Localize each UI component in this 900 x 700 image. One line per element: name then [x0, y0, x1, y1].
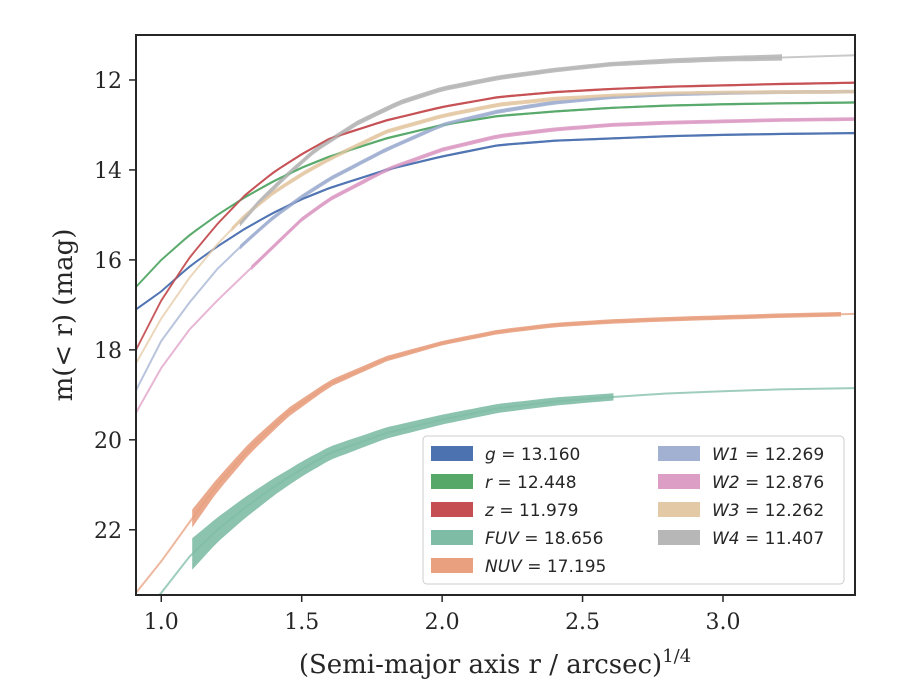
legend-label: NUV = 17.195 [485, 557, 606, 577]
legend-label-variable: NUV [485, 557, 523, 577]
legend-label: W1 = 12.269 [712, 445, 824, 465]
x-tick-label: 2.5 [565, 610, 600, 635]
series-3-line [136, 81, 855, 351]
x-axis: 1.0 1.5 2.0 2.5 3.0 [144, 595, 740, 635]
series-lines [136, 54, 855, 595]
x-tick-label: 1.5 [284, 610, 319, 635]
legend-box [422, 435, 845, 585]
legend-swatch [431, 446, 473, 461]
y-tick-label: 14 [94, 159, 122, 184]
legend-swatch [431, 530, 473, 545]
x-tick-label: 3.0 [705, 610, 740, 635]
legend-swatch [658, 474, 700, 489]
y-tick-label: 18 [94, 339, 122, 364]
legend-label-value: = 12.269 [740, 445, 825, 465]
legend-label-value: = 17.195 [522, 557, 607, 577]
series-9-line [239, 54, 855, 225]
legend-swatch [431, 502, 473, 517]
series-8-line [136, 90, 855, 364]
y-tick-label: 12 [94, 69, 122, 94]
legend-label-variable: z [484, 501, 495, 521]
y-tick-label: 22 [94, 519, 122, 544]
legend-label-variable: FUV [485, 529, 520, 549]
legend-label-value: = 12.448 [492, 473, 577, 493]
y-tick-label: 20 [94, 429, 122, 454]
legend-label: g = 13.160 [485, 445, 580, 465]
legend-label-variable: W2 [712, 473, 740, 493]
legend-label-variable: r [485, 473, 493, 493]
x-tick-label: 2.0 [425, 610, 460, 635]
y-tick-label: 16 [94, 249, 122, 274]
legend-swatch [658, 502, 700, 517]
legend-label-variable: W3 [712, 501, 740, 521]
legend-label-value: = 11.407 [740, 529, 825, 549]
legend-label: FUV = 18.656 [485, 529, 603, 549]
x-tick-label: 1.0 [144, 610, 179, 635]
legend-label: W2 = 12.876 [712, 473, 824, 493]
x-axis-title-superscript: 1/4 [662, 646, 691, 667]
series-7-line [136, 118, 855, 414]
x-axis-title-text: (Semi-major axis r / arcsec) [299, 650, 662, 680]
legend-label-value: = 13.160 [496, 445, 581, 465]
legend-label-value: = 18.656 [519, 529, 604, 549]
legend-swatch [658, 530, 700, 545]
y-axis: 12 14 16 18 20 22 [94, 69, 136, 544]
legend-label-value: = 11.979 [494, 501, 579, 521]
legend-label-variable: g [485, 445, 496, 465]
plot-frame [135, 34, 856, 596]
legend-label-variable: W1 [712, 445, 740, 465]
legend-label-variable: W4 [712, 529, 740, 549]
x-axis-title: (Semi-major axis r / arcsec)1/4 [299, 646, 691, 680]
legend-label: z = 11.979 [484, 501, 578, 521]
legend-label: W3 = 12.262 [712, 501, 824, 521]
legend-label: W4 = 11.407 [712, 529, 824, 549]
legend-label-value: = 12.876 [740, 473, 825, 493]
legend-swatch [431, 474, 473, 489]
legend-swatch [658, 446, 700, 461]
y-axis-title: m(< r) (mag) [49, 229, 79, 402]
legend-label-value: = 12.262 [740, 501, 825, 521]
series-2-line [136, 101, 855, 288]
legend-swatch [431, 558, 473, 573]
series-4-line [157, 387, 855, 595]
series-5-line [136, 312, 855, 594]
legend-label: r = 12.448 [485, 473, 577, 493]
